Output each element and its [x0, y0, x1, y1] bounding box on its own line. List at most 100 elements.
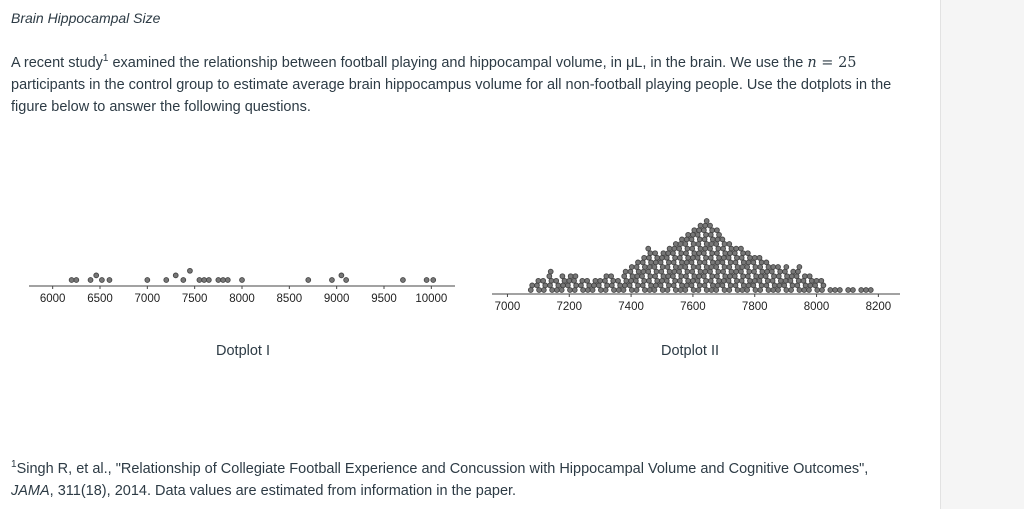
dotplot-2-dot [744, 287, 750, 293]
dotplot-2-dot [659, 287, 666, 293]
dotplot-2-dot [646, 287, 653, 293]
dotplot-2-dot [750, 259, 757, 266]
dotplot-2-dot [620, 287, 627, 293]
dotplot-2-dot [740, 259, 747, 266]
dotplot-2-dot [757, 264, 764, 270]
dotplot-2-dot [714, 282, 721, 289]
dotplot-2-dot [714, 259, 721, 266]
dotplot-2-dot [567, 287, 573, 293]
dotplot-2-dot [547, 268, 554, 275]
dotplot-2-caption: Dotplot II [660, 343, 720, 359]
dotplot-2-dot [696, 273, 702, 280]
dotplot-2-dot [639, 273, 645, 280]
dotplot-2-dot [694, 277, 701, 284]
dotplot-2-dot [775, 273, 782, 280]
dotplot-2-dot [646, 277, 652, 284]
dotplot-2-dot [802, 273, 808, 280]
dotplot-2-dot [622, 268, 629, 275]
dotplot-2-dot [734, 277, 740, 284]
dotplot-2-dot [677, 287, 684, 293]
dotplot-2-dot [771, 282, 778, 289]
dotplot-2-dot [801, 287, 808, 293]
dotplot-2-dot [796, 287, 803, 293]
dotplot-2-dot [690, 231, 696, 238]
dotplot-2-dot [744, 273, 751, 280]
dotplot-2-dot [682, 264, 689, 270]
dotplot-2-dot [745, 259, 752, 266]
dotplot-2-dot [726, 264, 733, 270]
dotplot-2-dot [710, 236, 716, 243]
dotplot-2-dot [695, 287, 702, 293]
dotplot-2-dot [701, 227, 707, 234]
dotplot-2-dot [858, 287, 865, 293]
dotplot-2-dot [813, 277, 820, 284]
dotplot-2-dot [752, 287, 759, 293]
dotplot-2-dot [719, 236, 726, 243]
dotplot-2-dot [572, 273, 579, 280]
dotplot-2-dot [728, 268, 735, 275]
dotplot-2-dot [621, 273, 628, 280]
dotplot-2-dot [696, 282, 703, 289]
dotplot-2-dot [540, 287, 547, 293]
dotplot-2-dot [721, 241, 728, 247]
dotplot-2-dot [529, 282, 536, 289]
dotplot-2-dot [726, 287, 733, 293]
dotplot-2-dot [783, 264, 790, 270]
dotplot-2-dot [584, 277, 590, 284]
dotplot-2-dot [787, 277, 794, 284]
dotplot-2-dot [642, 264, 648, 270]
dotplot-2-dot [837, 287, 843, 293]
dotplot-2-dot [635, 282, 641, 289]
dotplot-2-dot [682, 287, 689, 293]
dotplot-2-dot [734, 254, 740, 261]
dotplot-2-dot [554, 287, 560, 293]
dotplot-2-dot [707, 277, 714, 284]
dotplot-2-dot [758, 273, 764, 280]
dotplot-2-dot [707, 268, 713, 275]
dotplot-2-dot [722, 273, 729, 280]
dotplot-1-dot [220, 277, 226, 283]
dotplot-2-dot [654, 254, 661, 261]
dotplot-2-dot [666, 259, 672, 266]
dotplot-2-dot [702, 268, 709, 275]
dotplot-2-dot [715, 245, 722, 252]
dotplot-2-dot [714, 236, 721, 243]
dotplot-2-dot [547, 282, 553, 289]
dotplot-2-dot [595, 282, 602, 289]
dotplot-2-dot [683, 236, 690, 243]
dotplot-2-dot [725, 277, 732, 284]
dotplot-2-tick-label: 7400 [618, 301, 644, 313]
dotplot-2-dot [714, 273, 720, 280]
dotplot-2-dot [758, 282, 765, 289]
dotplot-2-dot [808, 277, 815, 284]
dotplot-2-dot [714, 227, 720, 234]
dotplot-2-dot [701, 250, 707, 257]
intro-text-3: participants in the control group to est… [11, 77, 892, 115]
side-panel [941, 0, 1024, 509]
dotplot-2-dot [679, 282, 685, 289]
dotplot-2-dot [720, 254, 727, 261]
dotplot-2-dot [707, 222, 713, 229]
dotplot-2-dot [641, 277, 648, 284]
dotplot-2-dot [670, 259, 677, 266]
dotplot-2-dot [740, 250, 746, 257]
dotplot-2-dot [688, 282, 695, 289]
dotplot-2-dot [702, 245, 709, 252]
dotplot-2-dot [633, 277, 639, 284]
dotplot-2-dot [697, 245, 704, 252]
dotplot-2-dot [652, 273, 658, 280]
dotplot-2-dot [867, 287, 874, 293]
dotplot-2-dot [589, 287, 596, 293]
dotplot-2-dot [715, 268, 722, 275]
dotplot-2-dot [770, 264, 777, 270]
dotplot-1-dot [239, 277, 245, 283]
dotplot-2-dot [678, 250, 685, 257]
dotplot-2-dot [690, 254, 696, 261]
dotplot-1-tick-label: 10000 [415, 293, 447, 305]
dotplot-2-dot [639, 282, 646, 289]
dotplot-2-dot [795, 277, 802, 284]
dotplot-2-dot [559, 273, 566, 280]
dotplot-2-dot [707, 245, 713, 252]
dotplot-2-dot [738, 245, 744, 252]
dotplot-2-dot [726, 241, 733, 247]
